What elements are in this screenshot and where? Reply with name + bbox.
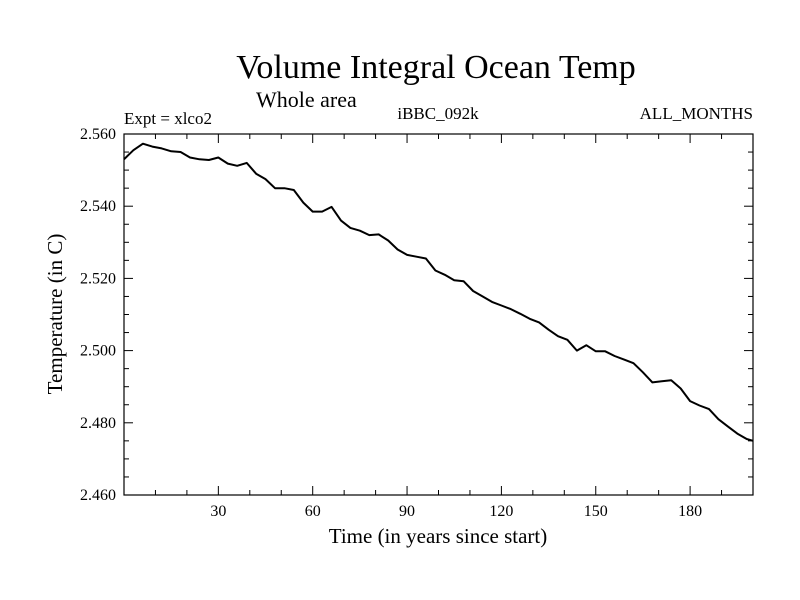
x-tick-label: 180 (678, 503, 702, 520)
chart-title: Volume Integral Ocean Temp (236, 49, 636, 86)
y-tick-label: 2.480 (80, 415, 116, 432)
months-label: ALL_MONTHS (640, 104, 753, 123)
experiment-label: Expt = xlco2 (124, 109, 212, 128)
y-tick-label: 2.500 (80, 343, 116, 360)
x-axis: 30 60 90 120 150 180 (154, 134, 723, 520)
y-tick-label: 2.540 (80, 198, 116, 215)
y-axis-label: Temperature (in C) (43, 234, 67, 395)
x-tick-label: 150 (584, 503, 608, 520)
chart-subtitle: Whole area (256, 87, 357, 112)
x-tick-label: 60 (305, 503, 321, 520)
x-axis-label: Time (in years since start) (329, 524, 548, 548)
y-tick-label: 2.460 (80, 487, 116, 504)
y-tick-label: 2.520 (80, 270, 116, 287)
y-tick-label: 2.560 (80, 126, 116, 143)
x-tick-label: 120 (489, 503, 513, 520)
series-line (123, 142, 754, 442)
x-tick-label: 90 (399, 503, 415, 520)
run-id-label: iBBC_092k (397, 104, 479, 123)
y-axis: 2.460 2.480 2.500 2.520 2.540 2.560 (80, 126, 753, 504)
x-tick-label: 30 (210, 503, 226, 520)
plot-frame (123, 133, 754, 496)
